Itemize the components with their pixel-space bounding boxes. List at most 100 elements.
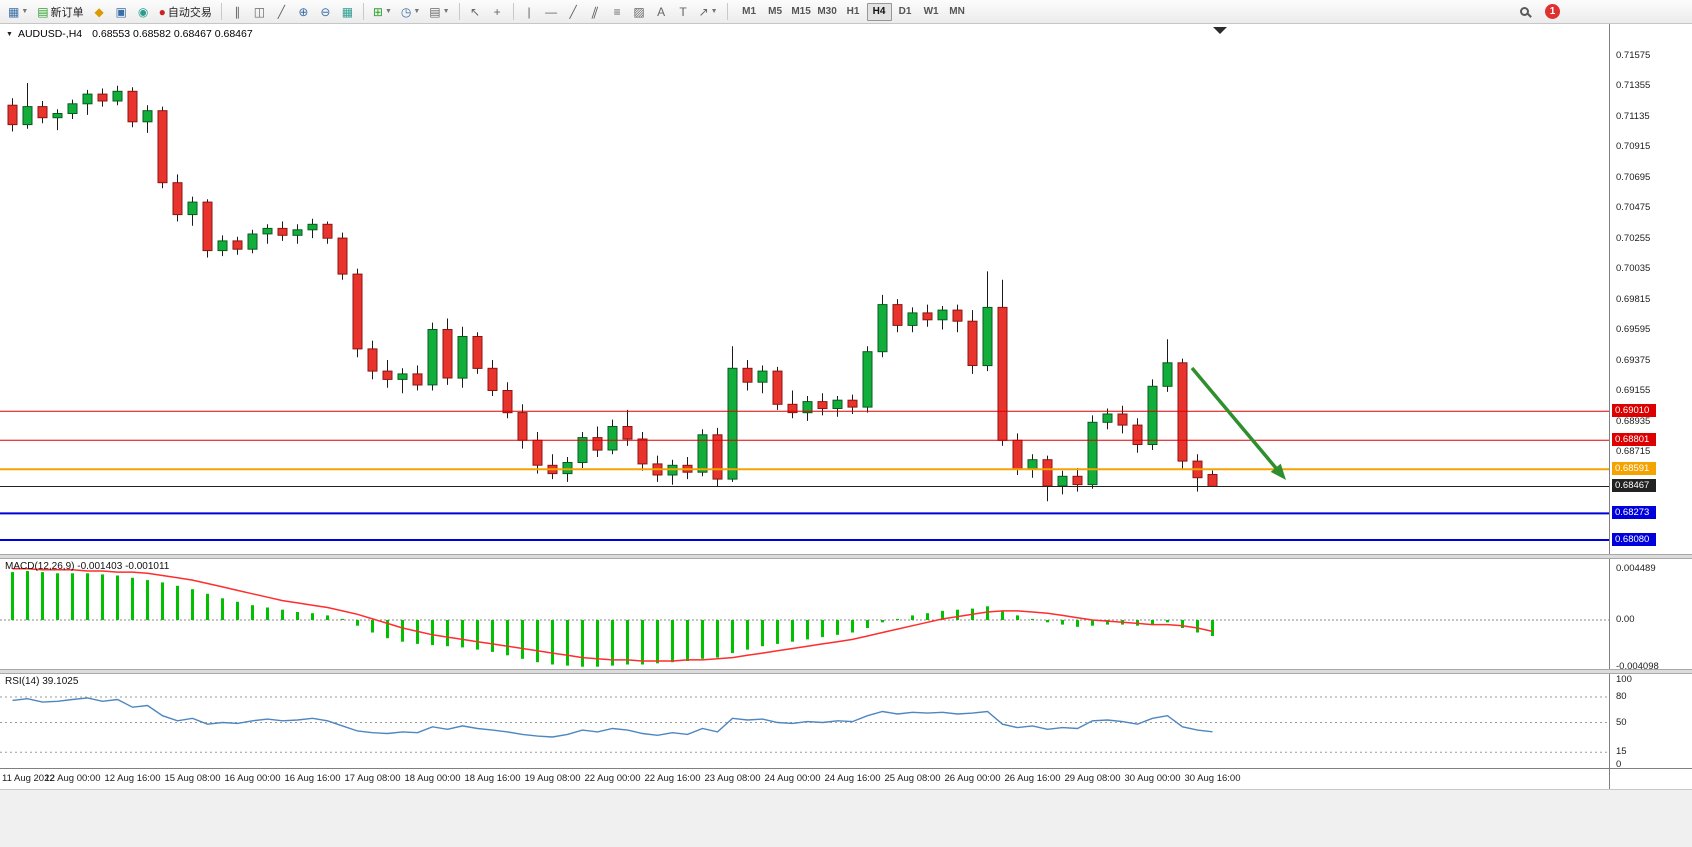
rsi-tick-label: 0 xyxy=(1616,759,1622,768)
chevron-down-icon: ▼ xyxy=(710,8,718,15)
timeframe-button-m5[interactable]: M5 xyxy=(763,3,788,21)
price-tick-label: 0.69815 xyxy=(1616,293,1651,305)
macd-canvas xyxy=(0,567,1609,667)
trendline-icon: ╱ xyxy=(569,4,577,19)
arrow-tool-icon: ↗ xyxy=(698,4,709,19)
price-tick-label: 0.68715 xyxy=(1616,446,1651,458)
shapes-tool-button[interactable]: ▨ xyxy=(629,2,650,22)
price-line-badge: 0.68801 xyxy=(1612,433,1656,447)
status-strip xyxy=(0,789,1692,847)
timeframe-button-mn[interactable]: MN xyxy=(945,3,970,21)
horizontal-line-icon: — xyxy=(545,4,558,19)
rsi-canvas xyxy=(0,696,1609,753)
collapse-triangle-icon[interactable]: ▼ xyxy=(6,30,13,38)
date-label: 18 Aug 16:00 xyxy=(464,773,521,784)
indicators-button[interactable]: ⊞ ▼ xyxy=(369,2,396,22)
chart-title: ▼ AUDUSD-,H4 0.68553 0.68582 0.68467 0.6… xyxy=(6,28,253,40)
timeframe-button-m15[interactable]: M15 xyxy=(789,3,814,21)
date-label: 26 Aug 16:00 xyxy=(1004,773,1061,784)
price-tick-label: 0.69375 xyxy=(1616,354,1651,366)
crosshair-button[interactable]: + xyxy=(487,2,508,22)
date-label: 12 Aug 16:00 xyxy=(104,773,161,784)
zoom-in-button[interactable]: ⊕ xyxy=(293,2,314,22)
price-line-badge: 0.68080 xyxy=(1612,533,1656,547)
channel-tool-button[interactable]: ∥ xyxy=(585,2,606,22)
candlestick-chart-button[interactable]: ◫ xyxy=(249,2,270,22)
terminal-button[interactable]: ▣ xyxy=(111,2,132,22)
rsi-value: 39.1025 xyxy=(42,676,79,687)
new-chart-button[interactable]: ▦ ▼ xyxy=(4,2,32,22)
macd-plot[interactable]: MACD(12,26,9) -0.001403 -0.001011 xyxy=(0,559,1610,669)
macd-axis[interactable]: 0.004489 0.00 -0.004098 xyxy=(1610,559,1692,669)
zoom-out-icon: ⊖ xyxy=(320,4,331,19)
notification-badge[interactable]: 1 xyxy=(1545,4,1560,19)
rsi-axis[interactable]: 100 80 50 15 0 xyxy=(1610,674,1692,768)
panel-divider[interactable] xyxy=(0,554,1692,559)
macd-signal-line xyxy=(12,567,1213,662)
scroll-position-marker[interactable] xyxy=(1213,27,1227,34)
toolbar: ▦ ▼ ▤ 新订单 ◆ ▣ ◉ ● 自动交易 ∥ ◫ ╱ ⊕ ⊖ ▦ ⊞ ▼ ◷ ▼ ▤ ▼… xyxy=(0,0,1692,24)
new-order-button[interactable]: ▤ 新订单 xyxy=(33,2,87,22)
sell-arrow-annotation[interactable] xyxy=(1190,366,1282,475)
periods-button[interactable]: ◷ ▼ xyxy=(397,2,424,22)
line-chart-button[interactable]: ╱ xyxy=(271,2,292,22)
date-label: 23 Aug 08:00 xyxy=(704,773,761,784)
metaeditor-button[interactable]: ◆ xyxy=(89,2,110,22)
macd-tick-label: -0.004098 xyxy=(1616,660,1659,669)
zoom-out-button[interactable]: ⊖ xyxy=(315,2,336,22)
date-label: 11 Aug 2022 xyxy=(2,773,55,784)
price-tick-label: 0.68935 xyxy=(1616,415,1651,427)
price-chart-plot[interactable]: ▼ AUDUSD-,H4 0.68553 0.68582 0.68467 0.6… xyxy=(0,24,1610,554)
chevron-down-icon: ▼ xyxy=(413,8,421,15)
timeframe-button-m30[interactable]: M30 xyxy=(815,3,840,21)
timeframe-button-d1[interactable]: D1 xyxy=(893,3,918,21)
rsi-tick-label: 100 xyxy=(1616,674,1632,685)
date-label: 12 Aug 00:00 xyxy=(44,773,101,784)
fibonacci-tool-button[interactable]: ≡ xyxy=(607,2,628,22)
cursor-icon: ↖ xyxy=(470,4,481,19)
price-line-badge: 0.68273 xyxy=(1612,506,1656,520)
macd-label: MACD(12,26,9) xyxy=(5,561,75,572)
shapes-icon: ▨ xyxy=(633,4,645,19)
text-label-tool-button[interactable]: T xyxy=(673,2,694,22)
macd-tick-label: 0.004489 xyxy=(1616,562,1656,574)
timeframe-button-h1[interactable]: H1 xyxy=(841,3,866,21)
rsi-plot[interactable]: RSI(14) 39.1025 xyxy=(0,674,1610,768)
cursor-button[interactable]: ↖ xyxy=(465,2,486,22)
price-chart-canvas xyxy=(0,27,1609,542)
terminal-icon: ▣ xyxy=(115,4,127,19)
date-label: 22 Aug 16:00 xyxy=(644,773,701,784)
new-order-icon: ▤ xyxy=(37,4,49,19)
axis-corner xyxy=(1610,768,1692,789)
timeframe-button-w1[interactable]: W1 xyxy=(919,3,944,21)
panel-divider[interactable] xyxy=(0,669,1692,674)
arrows-tool-button[interactable]: ↗ ▼ xyxy=(695,2,722,22)
trendline-tool-button[interactable]: ╱ xyxy=(563,2,584,22)
toolbar-separator xyxy=(726,3,728,20)
time-axis[interactable]: 11 Aug 2022 12 Aug 00:00 12 Aug 16:00 15 Au… xyxy=(0,768,1610,789)
text-tool-button[interactable]: A xyxy=(651,2,672,22)
timeframe-button-m1[interactable]: M1 xyxy=(737,3,762,21)
tile-windows-icon: ▦ xyxy=(341,4,354,19)
price-line-badge: 0.68467 xyxy=(1612,479,1656,493)
strategy-tester-button[interactable]: ◉ xyxy=(133,2,154,22)
new-order-label: 新订单 xyxy=(50,6,84,19)
template-icon: ▤ xyxy=(429,4,441,19)
zoom-in-icon: ⊕ xyxy=(298,4,309,19)
tile-windows-button[interactable]: ▦ xyxy=(337,2,358,22)
search-button[interactable] xyxy=(1514,2,1535,22)
candles-layer xyxy=(7,83,1218,502)
date-label: 19 Aug 08:00 xyxy=(524,773,581,784)
ohlc-readout: 0.68553 0.68582 0.68467 0.68467 xyxy=(92,28,253,40)
toolbar-separator xyxy=(458,3,460,20)
price-axis[interactable]: 0.71575 0.71355 0.71135 0.70915 0.70695 0.704… xyxy=(1610,24,1692,554)
date-label: 16 Aug 00:00 xyxy=(224,773,281,784)
date-label: 26 Aug 00:00 xyxy=(944,773,1001,784)
vertical-line-tool-button[interactable]: | xyxy=(519,2,540,22)
bar-chart-button[interactable]: ∥ xyxy=(227,2,248,22)
templates-button[interactable]: ▤ ▼ xyxy=(425,2,453,22)
autotrading-button[interactable]: ● 自动交易 xyxy=(155,2,216,22)
horizontal-line-tool-button[interactable]: — xyxy=(541,2,562,22)
line-chart-icon: ╱ xyxy=(277,4,285,19)
timeframe-button-h4[interactable]: H4 xyxy=(866,2,892,21)
